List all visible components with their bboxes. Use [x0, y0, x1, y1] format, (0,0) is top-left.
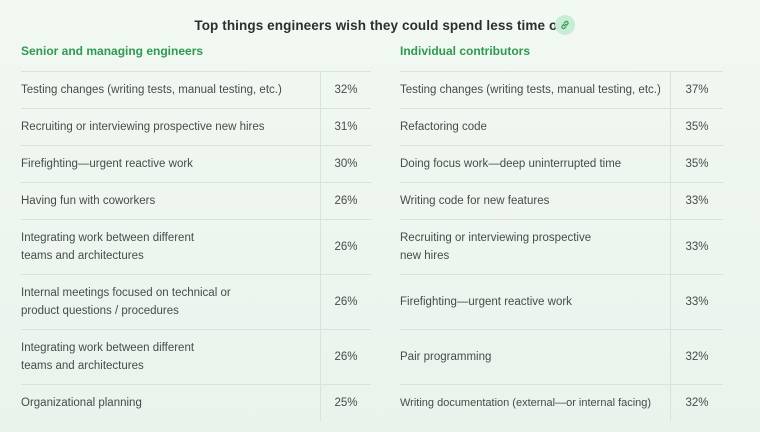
row-value: 32% [320, 72, 371, 108]
table-row: Integrating work between different teams… [21, 219, 371, 274]
row-label: Writing documentation (external—or inter… [400, 397, 652, 409]
row-value: 33% [670, 220, 723, 274]
row-label: Writing code for new features [400, 195, 550, 207]
senior-engineers-column: Senior and managing engineers Testing ch… [21, 44, 371, 421]
individual-contributors-column: Individual contributors Testing changes … [400, 44, 723, 421]
row-label: Recruiting or interviewing prospective n… [21, 121, 265, 133]
row-label: Integrating work between different teams… [21, 342, 195, 372]
row-value: 33% [670, 275, 723, 329]
title-row: Top things engineers wish they could spe… [0, 14, 760, 36]
row-label: Testing changes (writing tests, manual t… [400, 84, 661, 96]
column-heading-senior: Senior and managing engineers [21, 44, 204, 58]
row-label: Internal meetings focused on technical o… [21, 287, 231, 317]
row-value: 37% [670, 72, 723, 108]
row-label: Doing focus work—deep uninterrupted time [400, 158, 622, 170]
row-label: Firefighting—urgent reactive work [21, 158, 193, 170]
table-row: Firefighting—urgent reactive work 30% [21, 145, 371, 182]
row-label: Pair programming [400, 351, 492, 363]
ic-rows: Testing changes (writing tests, manual t… [400, 71, 723, 421]
table-row: Refactoring code 35% [400, 108, 723, 145]
table-row: Integrating work between different teams… [21, 329, 371, 384]
row-value: 32% [670, 330, 723, 384]
row-label: Testing changes (writing tests, manual t… [21, 84, 282, 96]
row-value: 33% [670, 183, 723, 219]
table-row: Writing documentation (external—or inter… [400, 384, 723, 421]
row-label: Integrating work between different teams… [21, 232, 195, 262]
link-icon-glyph [561, 20, 569, 30]
table-row: Organizational planning 25% [21, 384, 371, 421]
table-row: Writing code for new features 33% [400, 182, 723, 219]
table-row: Recruiting or interviewing prospective n… [21, 108, 371, 145]
row-value: 35% [670, 109, 723, 145]
table-row: Having fun with coworkers 26% [21, 182, 371, 219]
page-title: Top things engineers wish they could spe… [194, 17, 566, 33]
table-row: Testing changes (writing tests, manual t… [400, 71, 723, 108]
row-label: Organizational planning [21, 397, 142, 409]
row-label: Refactoring code [400, 121, 487, 133]
row-label: Firefighting—urgent reactive work [400, 296, 572, 308]
row-label: Recruiting or interviewing prospective n… [400, 232, 592, 262]
table-row: Firefighting—urgent reactive work 33% [400, 274, 723, 329]
row-value: 25% [320, 385, 371, 421]
table-row: Pair programming 32% [400, 329, 723, 384]
row-value: 26% [320, 330, 371, 384]
table-row: Testing changes (writing tests, manual t… [21, 71, 371, 108]
column-heading-ic: Individual contributors [400, 44, 531, 58]
row-value: 32% [670, 385, 723, 421]
row-value: 26% [320, 183, 371, 219]
table-row: Doing focus work—deep uninterrupted time… [400, 145, 723, 182]
table-row: Recruiting or interviewing prospective n… [400, 219, 723, 274]
row-value: 31% [320, 109, 371, 145]
row-value: 26% [320, 275, 371, 329]
row-label: Having fun with coworkers [21, 195, 156, 207]
senior-rows: Testing changes (writing tests, manual t… [21, 71, 371, 421]
table-row: Internal meetings focused on technical o… [21, 274, 371, 329]
link-icon[interactable] [555, 15, 575, 35]
row-value: 35% [670, 146, 723, 182]
row-value: 30% [320, 146, 371, 182]
row-value: 26% [320, 220, 371, 274]
